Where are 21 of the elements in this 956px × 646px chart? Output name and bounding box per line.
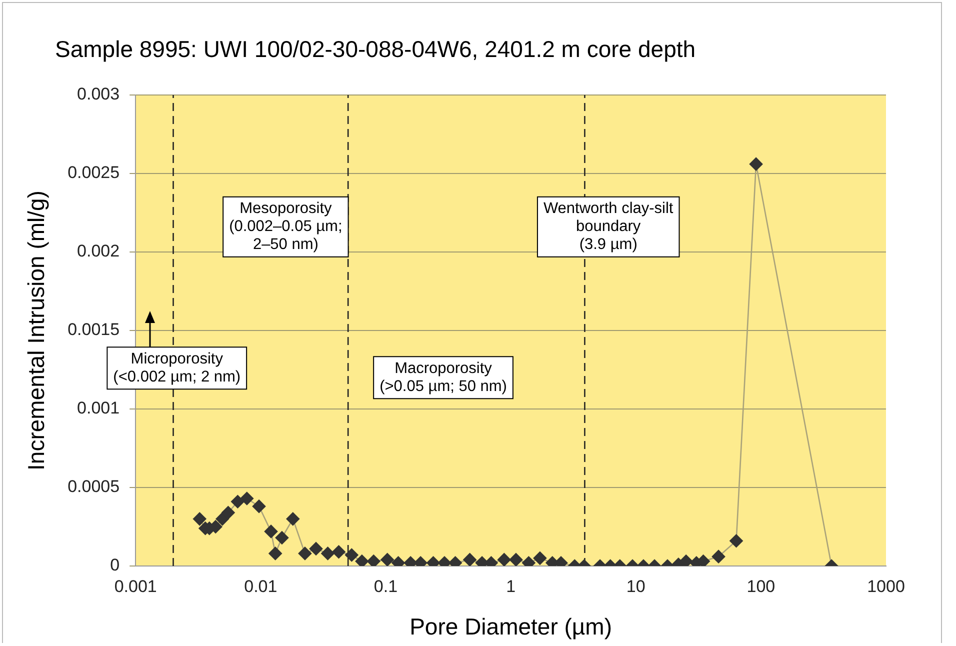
y-tick-label: 0.0005 [68,477,120,496]
x-tick-label: 100 [746,576,776,596]
x-tick-label: 0.001 [114,576,157,596]
y-tick-label: 0.0025 [68,163,120,182]
y-axis-title: Incremental Intrusion (ml/g) [23,190,50,470]
x-tick-label: 1 [506,576,516,596]
annotation: Macroporosity (>0.05 µm; 50 nm) [380,360,507,395]
x-tick-label: 1000 [867,576,905,596]
annotation: Microporosity (<0.002 µm; 2 nm) [113,350,241,386]
y-tick-label: 0.0015 [68,320,120,340]
annotation: Mesoporosity (0.002–0.05 µm; 2–50 nm) [229,200,342,254]
chart-title: Sample 8995: UWI 100/02-30-088-04W6, 2401.2 m core depth [55,36,696,63]
y-tick-label: 0.003 [77,84,120,104]
x-tick-label: 10 [626,576,646,596]
y-tick-label: 0.001 [77,398,120,418]
x-axis-title: Pore Diameter (µm) [410,614,612,640]
y-tick-label: 0.002 [77,242,120,261]
x-tick-label: 0.01 [244,576,278,596]
annotation: Wentworth clay-silt boundary (3.9 µm) [543,200,674,254]
y-tick-label: 0 [110,556,120,575]
x-tick-label: 0.1 [374,576,398,596]
